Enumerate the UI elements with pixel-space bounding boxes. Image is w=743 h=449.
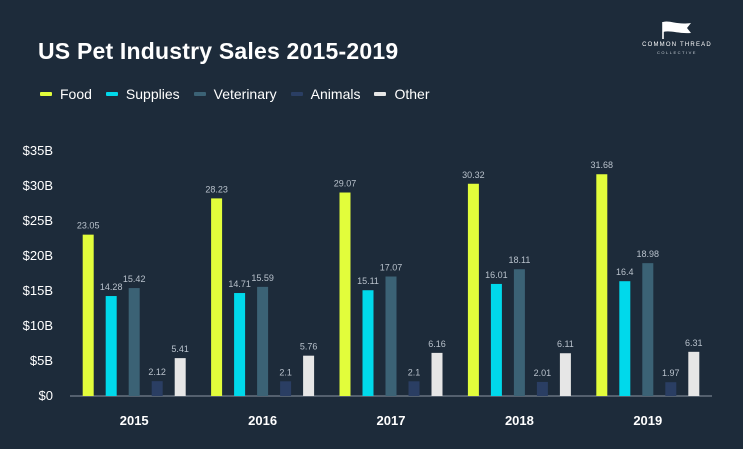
x-tick-label: 2019 (633, 413, 662, 428)
bar-supplies-2018 (490, 283, 502, 396)
data-label-supplies-2019: 16.4 (616, 267, 634, 277)
logo-line-1: COMMON THREAD (642, 42, 712, 48)
bar-animals-2019 (665, 382, 677, 396)
data-label-food-2019: 31.68 (591, 160, 614, 170)
y-tick-label: $10B (23, 318, 53, 333)
legend-label-other: Other (394, 86, 430, 102)
chart-legend: Food Supplies Veterinary Animals Other (40, 86, 429, 102)
data-label-other-2018: 6.11 (557, 339, 574, 349)
data-label-food-2017: 29.07 (334, 179, 357, 189)
y-tick-label: $30B (23, 178, 53, 193)
legend-swatch-animals (290, 92, 303, 96)
flag-icon (662, 21, 691, 39)
bar-other-2015 (174, 358, 186, 396)
legend-swatch-food (40, 92, 52, 96)
data-label-veterinary-2017: 17.07 (380, 263, 403, 273)
brand-logo: COMMON THREAD COLLECTIVE (640, 20, 714, 55)
data-label-animals-2017: 2.1 (408, 367, 421, 377)
data-label-animals-2015: 2.12 (148, 367, 166, 377)
data-label-supplies-2017: 15.11 (357, 276, 379, 286)
bar-food-2019 (596, 174, 608, 396)
bar-veterinary-2017 (385, 276, 397, 396)
bar-animals-2016 (280, 381, 292, 396)
chart-title: US Pet Industry Sales 2015-2019 (38, 38, 399, 64)
bar-veterinary-2016 (257, 286, 269, 396)
bar-supplies-2016 (234, 293, 246, 396)
bar-food-2018 (467, 183, 479, 396)
y-tick-label: $5B (30, 353, 53, 368)
y-tick-label: $25B (23, 213, 53, 228)
logo-line-2: COLLECTIVE (657, 50, 697, 55)
bar-animals-2015 (151, 381, 163, 396)
y-tick-label: $35B (23, 143, 53, 158)
data-label-animals-2016: 2.1 (279, 367, 292, 377)
bar-other-2016 (303, 355, 315, 396)
bar-other-2018 (559, 353, 571, 396)
bar-supplies-2015 (105, 296, 117, 396)
data-label-veterinary-2016: 15.59 (251, 273, 274, 283)
legend-label-animals: Animals (310, 86, 361, 102)
data-label-food-2015: 23.05 (77, 221, 100, 231)
x-tick-label: 2016 (248, 413, 277, 428)
bar-animals-2018 (536, 381, 548, 396)
data-label-veterinary-2019: 18.98 (637, 249, 660, 259)
x-tick-label: 2015 (120, 413, 149, 428)
legend-swatch-supplies (105, 92, 118, 96)
legend-label-food: Food (60, 86, 92, 102)
bar-food-2017 (339, 192, 351, 396)
legend-label-veterinary: Veterinary (213, 86, 277, 102)
legend-item-supplies: Supplies (105, 86, 180, 102)
bar-food-2016 (211, 198, 223, 396)
y-tick-label: $20B (23, 248, 53, 263)
bar-veterinary-2015 (128, 288, 140, 396)
data-label-food-2016: 28.23 (205, 184, 228, 194)
x-tick-label: 2018 (505, 413, 534, 428)
bar-food-2015 (82, 234, 94, 396)
data-label-other-2019: 6.31 (685, 338, 703, 348)
y-tick-label: $0 (39, 388, 53, 403)
x-tick-label: 2017 (377, 413, 406, 428)
data-label-food-2018: 30.32 (462, 170, 485, 180)
data-label-animals-2018: 2.01 (534, 368, 552, 378)
bar-supplies-2017 (362, 290, 374, 396)
data-label-veterinary-2015: 15.42 (123, 274, 146, 284)
bar-other-2017 (431, 352, 443, 396)
data-label-supplies-2016: 14.71 (228, 279, 251, 289)
legend-label-supplies: Supplies (125, 86, 180, 102)
legend-item-food: Food (40, 86, 92, 102)
data-label-other-2016: 5.76 (300, 342, 318, 352)
data-label-other-2015: 5.41 (171, 344, 189, 354)
data-label-animals-2019: 1.97 (662, 368, 680, 378)
data-label-supplies-2015: 14.28 (100, 282, 123, 292)
bar-veterinary-2018 (513, 269, 525, 396)
data-label-other-2017: 6.16 (428, 339, 446, 349)
bar-veterinary-2019 (642, 263, 654, 396)
data-label-supplies-2018: 16.01 (485, 270, 508, 280)
data-label-veterinary-2018: 18.11 (508, 255, 530, 265)
bar-animals-2017 (408, 381, 420, 396)
bar-supplies-2019 (619, 281, 631, 396)
legend-item-veterinary: Veterinary (193, 86, 277, 102)
legend-swatch-other (374, 92, 387, 96)
bar-other-2019 (688, 351, 700, 396)
legend-item-other: Other (374, 86, 429, 102)
y-tick-label: $15B (23, 283, 53, 298)
legend-swatch-veterinary (193, 92, 206, 96)
legend-item-animals: Animals (290, 86, 361, 102)
